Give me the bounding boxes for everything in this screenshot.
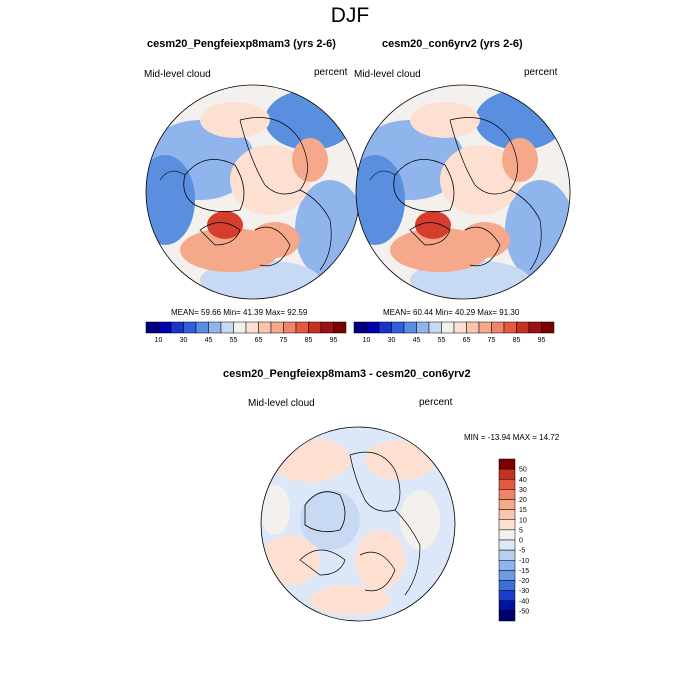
colorbar-diff-swatch bbox=[498, 489, 516, 500]
panel1-units-label: percent bbox=[314, 67, 348, 78]
colorbar-diff-tick-label: -10 bbox=[519, 558, 529, 565]
colorbar1-swatch bbox=[195, 321, 209, 334]
colorbar-diff-tick-label: 10 bbox=[519, 517, 527, 524]
colorbar1-tick-label: 45 bbox=[205, 337, 213, 344]
difference-units-label: percent bbox=[419, 397, 453, 408]
map3-difference-polar-plot bbox=[260, 426, 456, 622]
difference-title: cesm20_Pengfeiexp8mam3 - cesm20_con6yrv2 bbox=[223, 368, 471, 380]
panel2-title: cesm20_con6yrv2 (yrs 2-6) bbox=[382, 38, 523, 50]
colorbar2-swatch bbox=[478, 321, 492, 334]
colorbar1-swatch bbox=[308, 321, 322, 334]
panel1-title: cesm20_Pengfeiexp8mam3 (yrs 2-6) bbox=[147, 38, 336, 50]
colorbar-diff-swatch bbox=[498, 519, 516, 531]
colorbar-diff-swatch bbox=[498, 549, 516, 561]
map1-polar-plot bbox=[145, 84, 361, 300]
colorbar1-tick-label: 95 bbox=[330, 337, 338, 344]
colorbar2-swatch bbox=[353, 321, 367, 334]
colorbar-diff-swatch bbox=[498, 580, 516, 591]
colorbar-diff-tick-label: 40 bbox=[519, 477, 527, 484]
colorbar1-swatch bbox=[333, 321, 347, 334]
colorbar-diff-swatch bbox=[498, 529, 516, 541]
colorbar2-swatch bbox=[453, 321, 467, 334]
panel1-stats: MEAN= 59.66 Min= 41.39 Max= 92.59 bbox=[171, 308, 308, 317]
colorbar2-tick-label: 65 bbox=[463, 337, 471, 344]
colorbar-diff-tick-label: -30 bbox=[519, 588, 529, 595]
colorbar-diff-tick-label: -40 bbox=[519, 598, 529, 605]
colorbar2-tick-label: 45 bbox=[413, 337, 421, 344]
colorbar1-tick-label: 75 bbox=[280, 337, 288, 344]
colorbar2-swatch bbox=[366, 321, 380, 334]
colorbar2-swatch bbox=[491, 321, 505, 334]
colorbar-diff-swatch bbox=[498, 600, 516, 612]
colorbar1-swatch bbox=[283, 321, 297, 334]
colorbar1-tick-label: 30 bbox=[180, 337, 188, 344]
colorbar-diff-tick-label: 30 bbox=[519, 487, 527, 494]
colorbar2-swatch bbox=[528, 321, 542, 334]
colorbar1-swatch bbox=[145, 321, 159, 334]
colorbar-diff-tick-label: 20 bbox=[519, 497, 527, 504]
difference-variable-label: Mid-level cloud bbox=[248, 398, 315, 409]
colorbar-diff-tick-label: -20 bbox=[519, 578, 529, 585]
panel1-variable-label: Mid-level cloud bbox=[144, 69, 211, 80]
colorbar2-tick-label: 30 bbox=[388, 337, 396, 344]
colorbar1-swatch bbox=[158, 321, 172, 334]
colorbar-diff-tick-label: 0 bbox=[519, 538, 523, 545]
colorbar2-tick-label: 10 bbox=[363, 337, 371, 344]
colorbar2-swatch bbox=[466, 321, 480, 334]
colorbar1-tick-label: 85 bbox=[305, 337, 313, 344]
colorbar2-tick-label: 85 bbox=[513, 337, 521, 344]
colorbar1-tick-label: 55 bbox=[230, 337, 238, 344]
colorbar-diff-swatch bbox=[498, 539, 516, 551]
colorbar2-tick-label: 55 bbox=[438, 337, 446, 344]
panel2-units-label: percent bbox=[524, 67, 558, 78]
colorbar2-swatch bbox=[378, 321, 392, 334]
colorbar-diff-swatch bbox=[498, 570, 516, 581]
colorbar2-tick-label: 95 bbox=[538, 337, 546, 344]
colorbar-diff-tick-label: 15 bbox=[519, 507, 527, 514]
colorbar-panel1: 10 30 45 55 65 75 85 95 bbox=[145, 321, 347, 344]
colorbar1-swatch bbox=[233, 321, 247, 334]
colorbar2-swatch bbox=[391, 321, 405, 334]
colorbar2-swatch bbox=[416, 321, 430, 334]
colorbar2-swatch bbox=[403, 321, 417, 334]
colorbar-diff-swatch bbox=[498, 499, 516, 510]
colorbar1-swatch bbox=[183, 321, 197, 334]
colorbar-diff-tick-label: -5 bbox=[519, 548, 525, 555]
colorbar-diff-swatch bbox=[498, 610, 516, 622]
colorbar2-swatch bbox=[541, 321, 555, 334]
colorbar-diff-tick-label: 5 bbox=[519, 527, 523, 534]
colorbar1-swatch bbox=[295, 321, 309, 334]
colorbar1-tick-label: 65 bbox=[255, 337, 263, 344]
colorbar-diff-swatch bbox=[498, 458, 516, 470]
colorbar1-swatch bbox=[258, 321, 272, 334]
colorbar2-swatch bbox=[428, 321, 442, 334]
panel2-stats: MEAN= 60.44 Min= 40.29 Max= 91.30 bbox=[383, 308, 520, 317]
colorbar1-swatch bbox=[220, 321, 234, 334]
colorbar-diff-swatch bbox=[498, 479, 516, 490]
colorbar-diff-swatch bbox=[498, 590, 516, 601]
colorbar-diff-tick-label: 50 bbox=[519, 467, 527, 474]
colorbar1-swatch bbox=[270, 321, 284, 334]
map2-polar-plot bbox=[355, 84, 571, 300]
colorbar-diff-swatch bbox=[498, 560, 516, 571]
colorbar-diff-tick-label: -50 bbox=[519, 608, 529, 615]
difference-stats: MIN = -13.94 MAX = 14.72 bbox=[464, 433, 560, 442]
colorbar2-swatch bbox=[503, 321, 517, 334]
colorbar-diff-swatch bbox=[498, 509, 516, 520]
colorbar1-swatch bbox=[170, 321, 184, 334]
colorbar1-swatch bbox=[320, 321, 334, 334]
colorbar2-swatch bbox=[516, 321, 530, 334]
panel2-variable-label: Mid-level cloud bbox=[354, 69, 421, 80]
colorbar-panel2: 10 30 45 55 65 75 85 95 bbox=[353, 321, 555, 344]
colorbar2-swatch bbox=[441, 321, 455, 334]
colorbar1-tick-label: 10 bbox=[155, 337, 163, 344]
figure-title: DJF bbox=[330, 4, 370, 27]
colorbar2-tick-label: 75 bbox=[488, 337, 496, 344]
colorbar-diff-swatch bbox=[498, 468, 516, 480]
colorbar-diff-tick-label: -15 bbox=[519, 568, 529, 575]
colorbar1-swatch bbox=[208, 321, 222, 334]
colorbar1-swatch bbox=[245, 321, 259, 334]
